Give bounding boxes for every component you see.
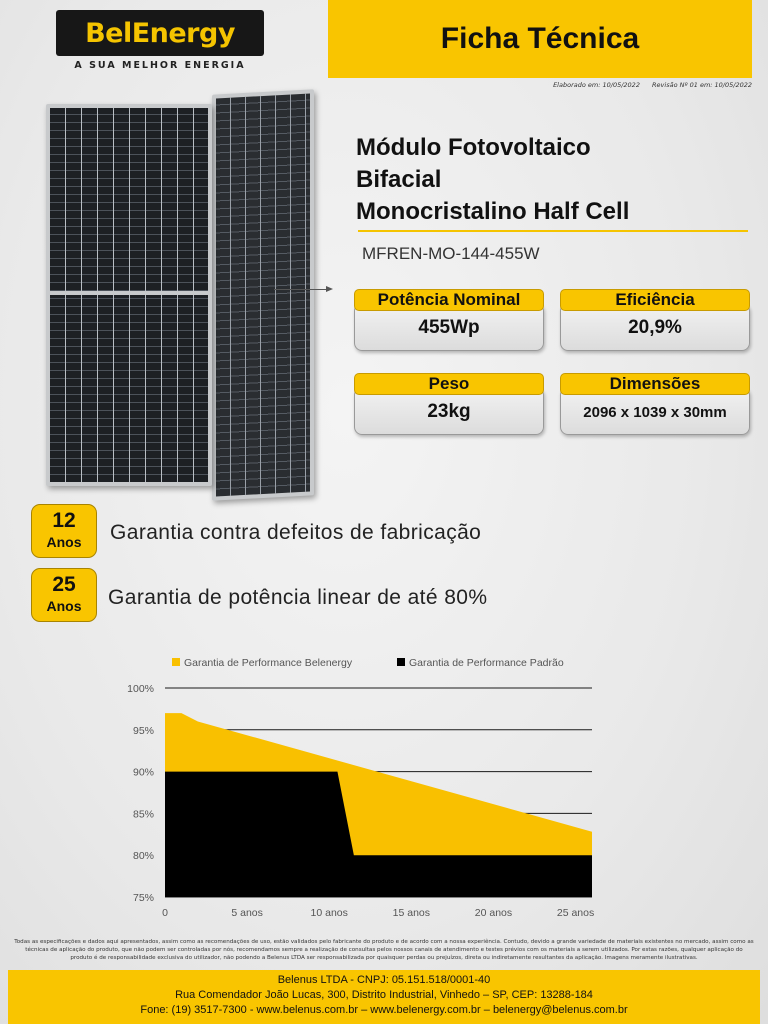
footer-contact-bar: Belenus LTDA - CNPJ: 05.151.518/0001-40 … <box>8 970 760 1024</box>
warranty-years: 25 <box>52 573 76 596</box>
page-title: Ficha Técnica <box>440 22 640 55</box>
product-title-line-1: Módulo Fotovoltaico <box>356 134 591 161</box>
solar-panel-back-image <box>212 89 314 501</box>
product-title-line-2: Bifacial <box>356 166 442 193</box>
product-title-line-3: Monocristalino Half Cell <box>356 198 630 225</box>
chart-legend: Garantia de Performance Belenergy Garanti… <box>172 657 564 669</box>
spec-value-weight: 23kg <box>354 387 544 435</box>
spec-label-efficiency: Eficiência <box>560 289 750 311</box>
disclaimer-text: Todas as especificações e dados aqui apr… <box>14 939 754 961</box>
warranty-unit: Anos <box>46 534 82 550</box>
elaborated-date: Elaborado em: 10/05/2022 <box>553 81 640 89</box>
x-tick-label-0: 0 <box>162 907 168 919</box>
y-tick-label-2: 85% <box>133 808 154 820</box>
spec-card-weight: Peso 23kg <box>354 373 544 435</box>
y-tick-label-1: 80% <box>133 850 154 862</box>
y-tick-label-3: 90% <box>133 767 154 779</box>
legend-label-1: Garantia de Performance Padrão <box>409 657 564 669</box>
warranty-text-defects: Garantia contra defeitos de fabricação <box>110 521 482 544</box>
pointer-arrow-icon <box>326 286 333 292</box>
legend-label-0: Garantia de Performance Belenergy <box>184 657 353 669</box>
revision-date: Revisão Nº 01 em: 10/05/2022 <box>652 81 752 89</box>
warranty-years: 12 <box>52 509 76 532</box>
x-tick-label-3: 15 anos <box>393 907 430 919</box>
warranty-badge-25: 25 Anos <box>31 568 97 622</box>
spec-label-weight: Peso <box>354 373 544 395</box>
footer-company: Belenus LTDA - CNPJ: 05.151.518/0001-40 <box>277 974 491 986</box>
x-tick-label-1: 5 anos <box>231 907 263 919</box>
chart-x-ticks: 0 5 anos 10 anos 15 anos 20 anos 25 anos <box>162 907 594 919</box>
warranty-badge-12: 12 Anos <box>31 504 97 558</box>
brand-logo-text: BelEnergy <box>85 17 235 49</box>
spec-value-efficiency: 20,9% <box>560 303 750 351</box>
y-tick-label-0: 75% <box>133 892 154 904</box>
warranty-text-power: Garantia de potência linear de até 80% <box>108 586 488 609</box>
revision-info: Elaborado em: 10/05/2022 Revisão Nº 01 e… <box>553 81 752 89</box>
x-tick-label-2: 10 anos <box>311 907 348 919</box>
x-tick-label-5: 25 anos <box>557 907 594 919</box>
spec-card-dimensions: Dimensões 2096 x 1039 x 30mm <box>560 373 750 435</box>
product-title: Módulo Fotovoltaico Bifacial Monocristal… <box>356 132 752 228</box>
pointer-line <box>274 289 330 290</box>
legend-swatch-1 <box>397 658 405 666</box>
title-divider <box>358 230 748 232</box>
performance-warranty-chart: Garantia de Performance Belenergy Garanti… <box>127 657 594 919</box>
footer-address: Rua Comendador João Lucas, 300, Distrito… <box>175 989 593 1001</box>
y-tick-label-5: 100% <box>127 683 154 695</box>
y-tick-label-4: 95% <box>133 725 154 737</box>
spec-value-dimensions: 2096 x 1039 x 30mm <box>560 387 750 435</box>
chart-series <box>165 713 592 897</box>
spec-label-dimensions: Dimensões <box>560 373 750 395</box>
chart-y-ticks: 75% 80% 85% 90% 95% 100% <box>127 683 154 904</box>
brand-logo: BelEnergy <box>56 10 264 56</box>
legend-swatch-0 <box>172 658 180 666</box>
model-code: MFREN-MO-144-455W <box>362 244 540 263</box>
header-banner: Ficha Técnica <box>328 0 752 78</box>
panel-junction-strip <box>50 291 208 295</box>
brand-tagline: A SUA MELHOR ENERGIA <box>74 60 246 71</box>
footer-contact: Fone: (19) 3517-7300 - www.belenus.com.b… <box>140 1004 628 1016</box>
spec-value-power: 455Wp <box>354 303 544 351</box>
spec-card-efficiency: Eficiência 20,9% <box>560 289 750 351</box>
solar-panel-front-image <box>46 104 212 486</box>
x-tick-label-4: 20 anos <box>475 907 512 919</box>
spec-label-power: Potência Nominal <box>354 289 544 311</box>
series-area-1 <box>165 771 592 897</box>
warranty-unit: Anos <box>46 598 82 614</box>
spec-card-power: Potência Nominal 455Wp <box>354 289 544 351</box>
